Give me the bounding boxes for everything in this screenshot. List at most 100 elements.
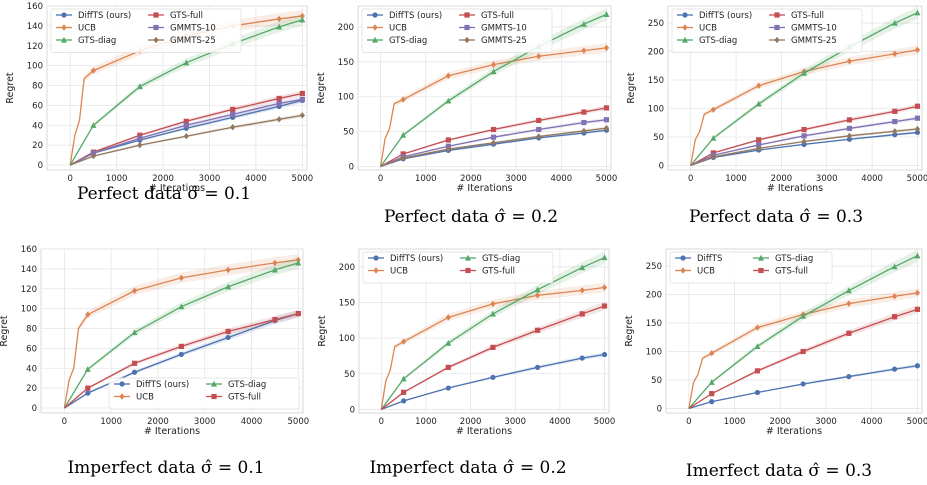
legend-label: GTS-diag <box>228 380 266 390</box>
series-gmmts-25 <box>69 112 305 167</box>
x-tick-label: 3000 <box>816 174 838 184</box>
data-point <box>846 300 852 307</box>
data-point <box>892 50 898 58</box>
data-point <box>225 334 231 341</box>
data-point <box>680 267 686 274</box>
y-tick-label: 150 <box>338 58 354 68</box>
y-tick-label: 60 <box>26 344 37 354</box>
legend: DiffTS (ours) UCB GTS-diag GTS-full GMMTS-10… <box>361 8 553 53</box>
data-point <box>709 350 715 357</box>
data-point <box>85 390 91 396</box>
data-point <box>754 389 761 396</box>
series-band <box>381 352 605 411</box>
data-point <box>534 327 541 333</box>
legend-entry: GMMTS-10 <box>769 24 837 34</box>
chart-caption: Imperfect data σ̂ = 0.2 <box>369 458 566 478</box>
legend-label: DiffTS (ours) <box>389 11 442 21</box>
series-band <box>381 301 605 411</box>
data-point <box>914 289 921 297</box>
legend-label: GMMTS-25 <box>481 36 527 46</box>
x-tick-label: 3000 <box>504 417 526 427</box>
data-point <box>914 9 921 16</box>
x-tick-label: 2000 <box>460 174 482 184</box>
x-tick-label: 2000 <box>769 417 791 427</box>
data-point <box>464 12 470 18</box>
legend-label: UCB <box>699 24 717 34</box>
data-point <box>774 24 780 31</box>
data-point <box>178 343 184 350</box>
y-tick-label: 0 <box>657 404 662 414</box>
data-point <box>85 385 91 391</box>
legend-label: UCB <box>697 267 715 277</box>
series-gts-diag <box>380 251 608 411</box>
data-point <box>581 47 587 54</box>
x-axis-label: # Iterations <box>149 183 205 194</box>
data-point <box>272 316 278 323</box>
legend-box <box>108 377 300 410</box>
data-point <box>490 139 497 146</box>
data-point <box>178 303 185 310</box>
data-point <box>230 106 236 112</box>
legend-label: DiffTS (ours) <box>699 11 752 21</box>
data-point <box>536 126 542 133</box>
data-point <box>756 137 762 143</box>
data-point <box>579 311 585 317</box>
x-tick-label: 4000 <box>861 417 883 427</box>
data-point <box>225 283 232 290</box>
y-tick-label: 50 <box>343 128 354 138</box>
legend-entry: GTS-diag <box>753 254 813 264</box>
data-point <box>299 96 305 103</box>
data-point <box>131 287 138 294</box>
x-tick-label: 3000 <box>505 174 527 184</box>
data-point <box>445 364 451 370</box>
legend-entry: GMMTS-25 <box>148 36 216 46</box>
data-point <box>372 12 378 18</box>
data-point <box>490 134 497 140</box>
legend-entry: GTS-full <box>753 267 808 277</box>
legend: DiffTS (ours) UCB GTS-diag GTS-full <box>362 251 554 284</box>
legend-label: GMMTS-10 <box>481 24 527 34</box>
legend-label: UCB <box>78 24 96 34</box>
data-point <box>914 129 921 136</box>
legend-entry: GTS-full <box>459 11 514 21</box>
data-point <box>579 264 586 271</box>
data-point <box>846 125 853 132</box>
x-tick-label: 0 <box>379 417 384 427</box>
data-point <box>183 59 190 66</box>
data-point <box>61 24 67 31</box>
data-point <box>276 15 282 23</box>
x-tick-label: 2000 <box>152 174 174 184</box>
data-point <box>756 82 762 89</box>
data-point <box>464 24 470 31</box>
data-point <box>536 133 542 140</box>
data-point <box>892 128 898 135</box>
legend-label: GMMTS-25 <box>791 36 837 46</box>
legend-box <box>362 251 554 284</box>
legend-entry: GMMTS-10 <box>459 24 527 34</box>
legend-label: GTS-full <box>170 11 203 21</box>
data-point <box>119 381 125 387</box>
data-point <box>137 132 143 138</box>
y-tick-label: 100 <box>338 93 354 103</box>
data-point <box>801 133 807 139</box>
data-point <box>709 399 715 405</box>
x-tick-label: 0 <box>378 174 383 184</box>
y-tick-label: 80 <box>32 82 43 92</box>
y-tick-label: 20 <box>26 384 37 394</box>
y-tick-label: 150 <box>646 319 662 329</box>
data-point <box>465 254 471 261</box>
data-point <box>372 36 378 43</box>
data-point <box>755 100 762 107</box>
y-tick-label: 0 <box>38 161 43 171</box>
data-point <box>272 259 278 267</box>
data-point <box>709 391 715 397</box>
x-axis-label: # Iterations <box>144 426 200 437</box>
data-point <box>400 151 406 157</box>
legend-label: GTS-full <box>775 267 808 277</box>
chart-caption: Imperfect data σ̂ = 0.1 <box>67 458 264 478</box>
legend-label: GMMTS-10 <box>170 24 216 34</box>
data-point <box>846 132 853 140</box>
y-axis-label: Regret <box>316 72 327 104</box>
series-gts-full <box>380 301 608 411</box>
